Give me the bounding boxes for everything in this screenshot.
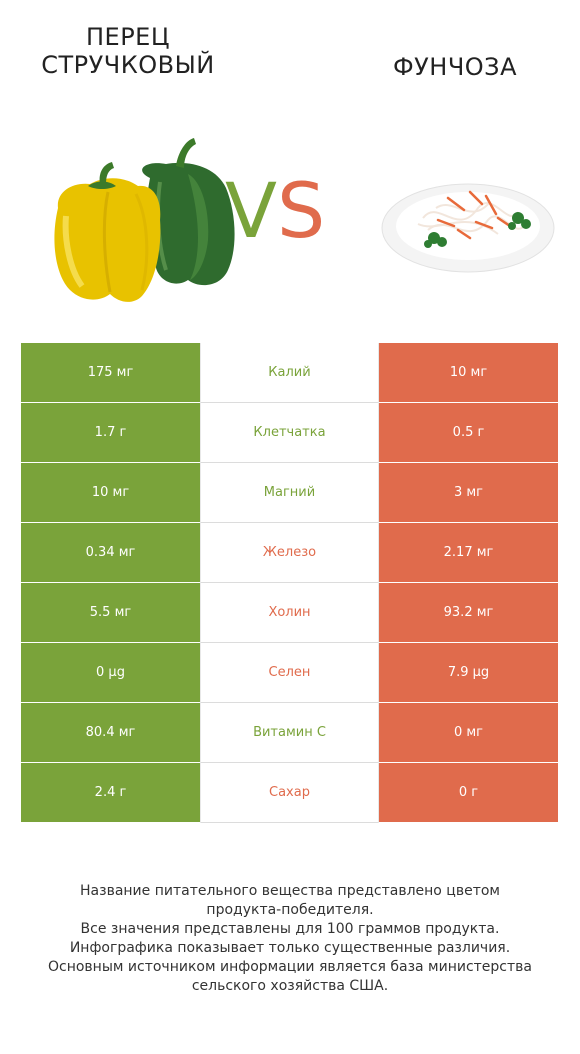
left-value: 0 µg (21, 643, 200, 702)
vs-v: V (225, 166, 277, 255)
table-row: 5.5 мг Холин 93.2 мг (21, 583, 558, 643)
green-pepper (142, 138, 235, 286)
row-divider (200, 822, 379, 823)
right-value: 0 г (379, 763, 558, 822)
row-divider (200, 522, 379, 523)
left-value: 2.4 г (21, 763, 200, 822)
left-value: 5.5 мг (21, 583, 200, 642)
table-row: 10 мг Магний 3 мг (21, 463, 558, 523)
nutrient-name: Клетчатка (200, 403, 379, 462)
carrot-strips (436, 190, 512, 240)
vs-label: VS (225, 166, 325, 256)
row-divider (200, 402, 379, 403)
table-row: 0.34 мг Железо 2.17 мг (21, 523, 558, 583)
nutrient-name: Магний (200, 463, 379, 522)
footer-line-3: Все значения представлены для 100 граммо… (80, 921, 500, 937)
left-title-line1: ПЕРЕЦ (86, 23, 170, 51)
right-value: 0 мг (379, 703, 558, 762)
right-product-title: ФУНЧОЗА (393, 53, 517, 81)
yellow-pepper (54, 162, 161, 302)
right-value: 10 мг (379, 343, 558, 402)
nutrient-name: Сахар (200, 763, 379, 822)
footer-note: Название питательного вещества представл… (20, 882, 560, 996)
nutrient-name: Железо (200, 523, 379, 582)
row-divider (200, 642, 379, 643)
table-row: 175 мг Калий 10 мг (21, 343, 558, 403)
nutrient-name: Калий (200, 343, 379, 402)
footer-line-1: Название питательного вещества представл… (80, 883, 500, 899)
table-row: 2.4 г Сахар 0 г (21, 763, 558, 823)
right-value: 0.5 г (379, 403, 558, 462)
row-divider (200, 702, 379, 703)
nutrient-name: Витамин C (200, 703, 379, 762)
nutrient-name: Селен (200, 643, 379, 702)
parsley (424, 212, 531, 248)
row-divider (200, 582, 379, 583)
footer-line-5: Основным источником информации является … (48, 959, 532, 975)
bell-peppers-image (54, 138, 235, 302)
right-value: 3 мг (379, 463, 558, 522)
table-row: 1.7 г Клетчатка 0.5 г (21, 403, 558, 463)
right-value: 7.9 µg (379, 643, 558, 702)
left-value: 10 мг (21, 463, 200, 522)
footer-line-2: продукта-победителя. (206, 902, 374, 918)
left-value: 175 мг (21, 343, 200, 402)
nutrient-name: Холин (200, 583, 379, 642)
funchoza-plate-image (381, 183, 555, 273)
row-divider (200, 762, 379, 763)
left-value: 1.7 г (21, 403, 200, 462)
footer-line-4: Инфографика показывает только существенн… (69, 940, 511, 956)
left-value: 80.4 мг (21, 703, 200, 762)
row-divider (200, 462, 379, 463)
footer-line-6: сельского хозяйства США. (191, 978, 389, 994)
table-row: 0 µg Селен 7.9 µg (21, 643, 558, 703)
vs-s: S (277, 166, 326, 255)
right-value: 93.2 мг (379, 583, 558, 642)
nutrient-comparison-table: 175 мг Калий 10 мг 1.7 г Клетчатка 0.5 г 10 мг… (21, 343, 558, 823)
left-title-line2: СТРУЧКОВЫЙ (41, 51, 215, 79)
left-value: 0.34 мг (21, 523, 200, 582)
right-value: 2.17 мг (379, 523, 558, 582)
left-product-title: ПЕРЕЦ СТРУЧКОВЫЙ (18, 23, 238, 79)
